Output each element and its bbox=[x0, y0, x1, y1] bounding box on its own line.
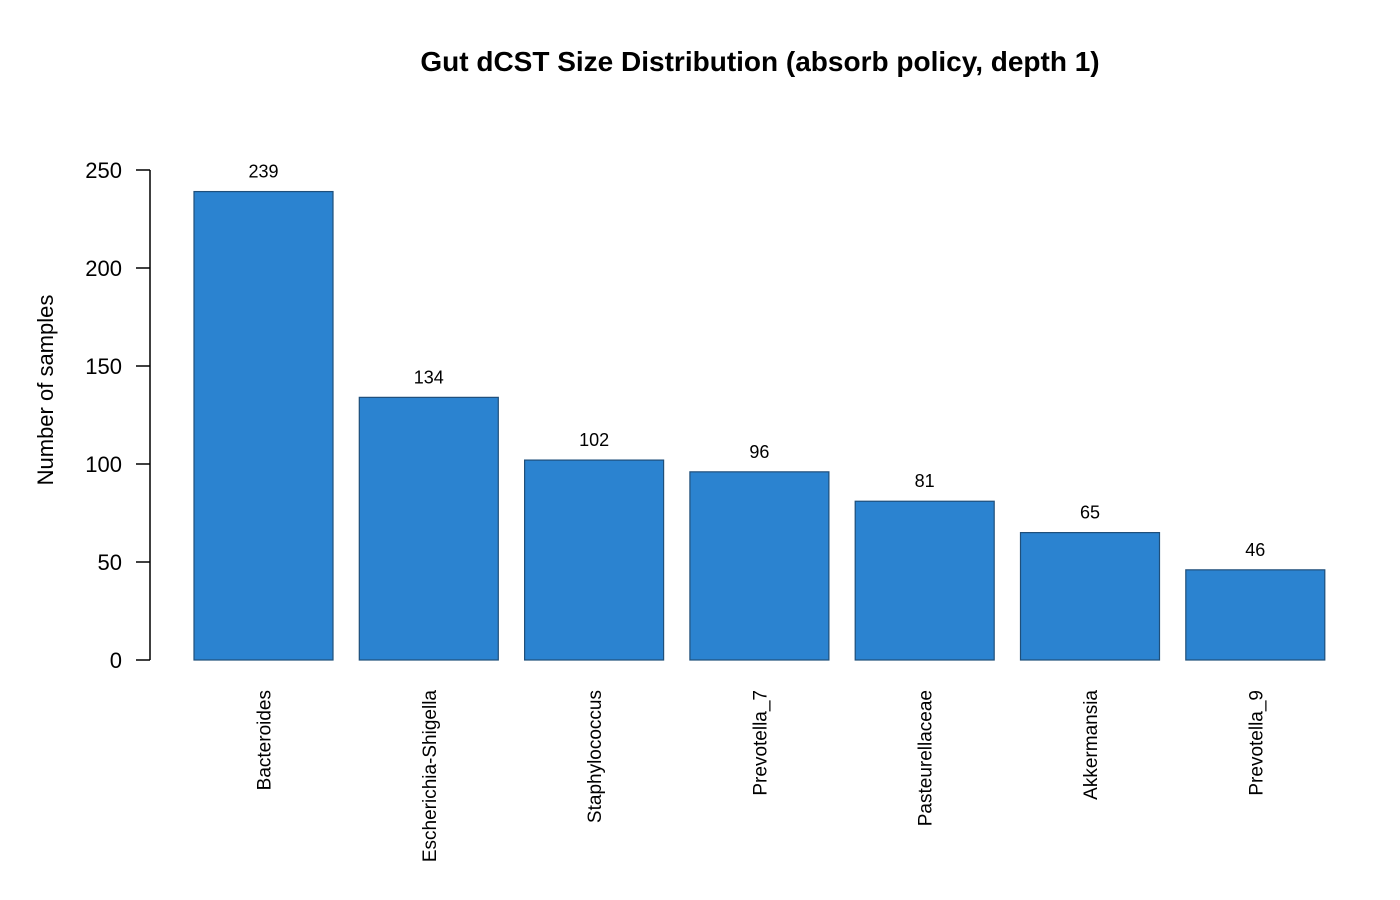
x-tick-label: Akkermansia bbox=[1081, 690, 1102, 800]
x-tick-label: Staphylococcus bbox=[585, 690, 606, 823]
x-tick-label: Prevotella_9 bbox=[1246, 690, 1267, 796]
y-axis-label: Number of samples bbox=[33, 295, 58, 486]
bar bbox=[193, 190, 334, 661]
y-tick-label: 200 bbox=[85, 256, 122, 281]
y-tick-label: 100 bbox=[85, 452, 122, 477]
x-tick-label: Pasteurellaceae bbox=[916, 690, 937, 826]
x-tick-label: Bacteroides bbox=[255, 690, 276, 790]
data-label: 65 bbox=[1080, 503, 1100, 523]
y-tick-label: 0 bbox=[110, 648, 122, 673]
data-label: 134 bbox=[414, 367, 444, 387]
bar bbox=[1185, 569, 1326, 661]
bar bbox=[358, 396, 499, 661]
x-tick-label: Prevotella_7 bbox=[750, 690, 771, 796]
y-tick-label: 250 bbox=[85, 158, 122, 183]
bar bbox=[523, 459, 665, 661]
bar bbox=[854, 500, 995, 661]
bar bbox=[1019, 531, 1161, 661]
y-axis: 0 50 100 150 200 250 bbox=[85, 158, 151, 673]
data-labels-group: 239 134 102 96 81 65 46 bbox=[248, 162, 1265, 560]
data-label: 46 bbox=[1245, 540, 1265, 560]
y-tick-label: 150 bbox=[85, 354, 122, 379]
bars-group bbox=[193, 190, 1326, 661]
y-tick-label: 50 bbox=[98, 550, 122, 575]
data-label: 239 bbox=[248, 162, 278, 182]
x-tick-labels-group: Bacteroides Escherichia-Shigella Staphyloc… bbox=[255, 690, 1268, 863]
x-tick-label: Escherichia-Shigella bbox=[420, 690, 441, 863]
bar bbox=[689, 471, 830, 661]
data-label: 102 bbox=[579, 430, 609, 450]
data-label: 96 bbox=[749, 442, 769, 462]
data-label: 81 bbox=[915, 471, 935, 491]
chart-title: Gut dCST Size Distribution (absorb polic… bbox=[420, 46, 1099, 77]
